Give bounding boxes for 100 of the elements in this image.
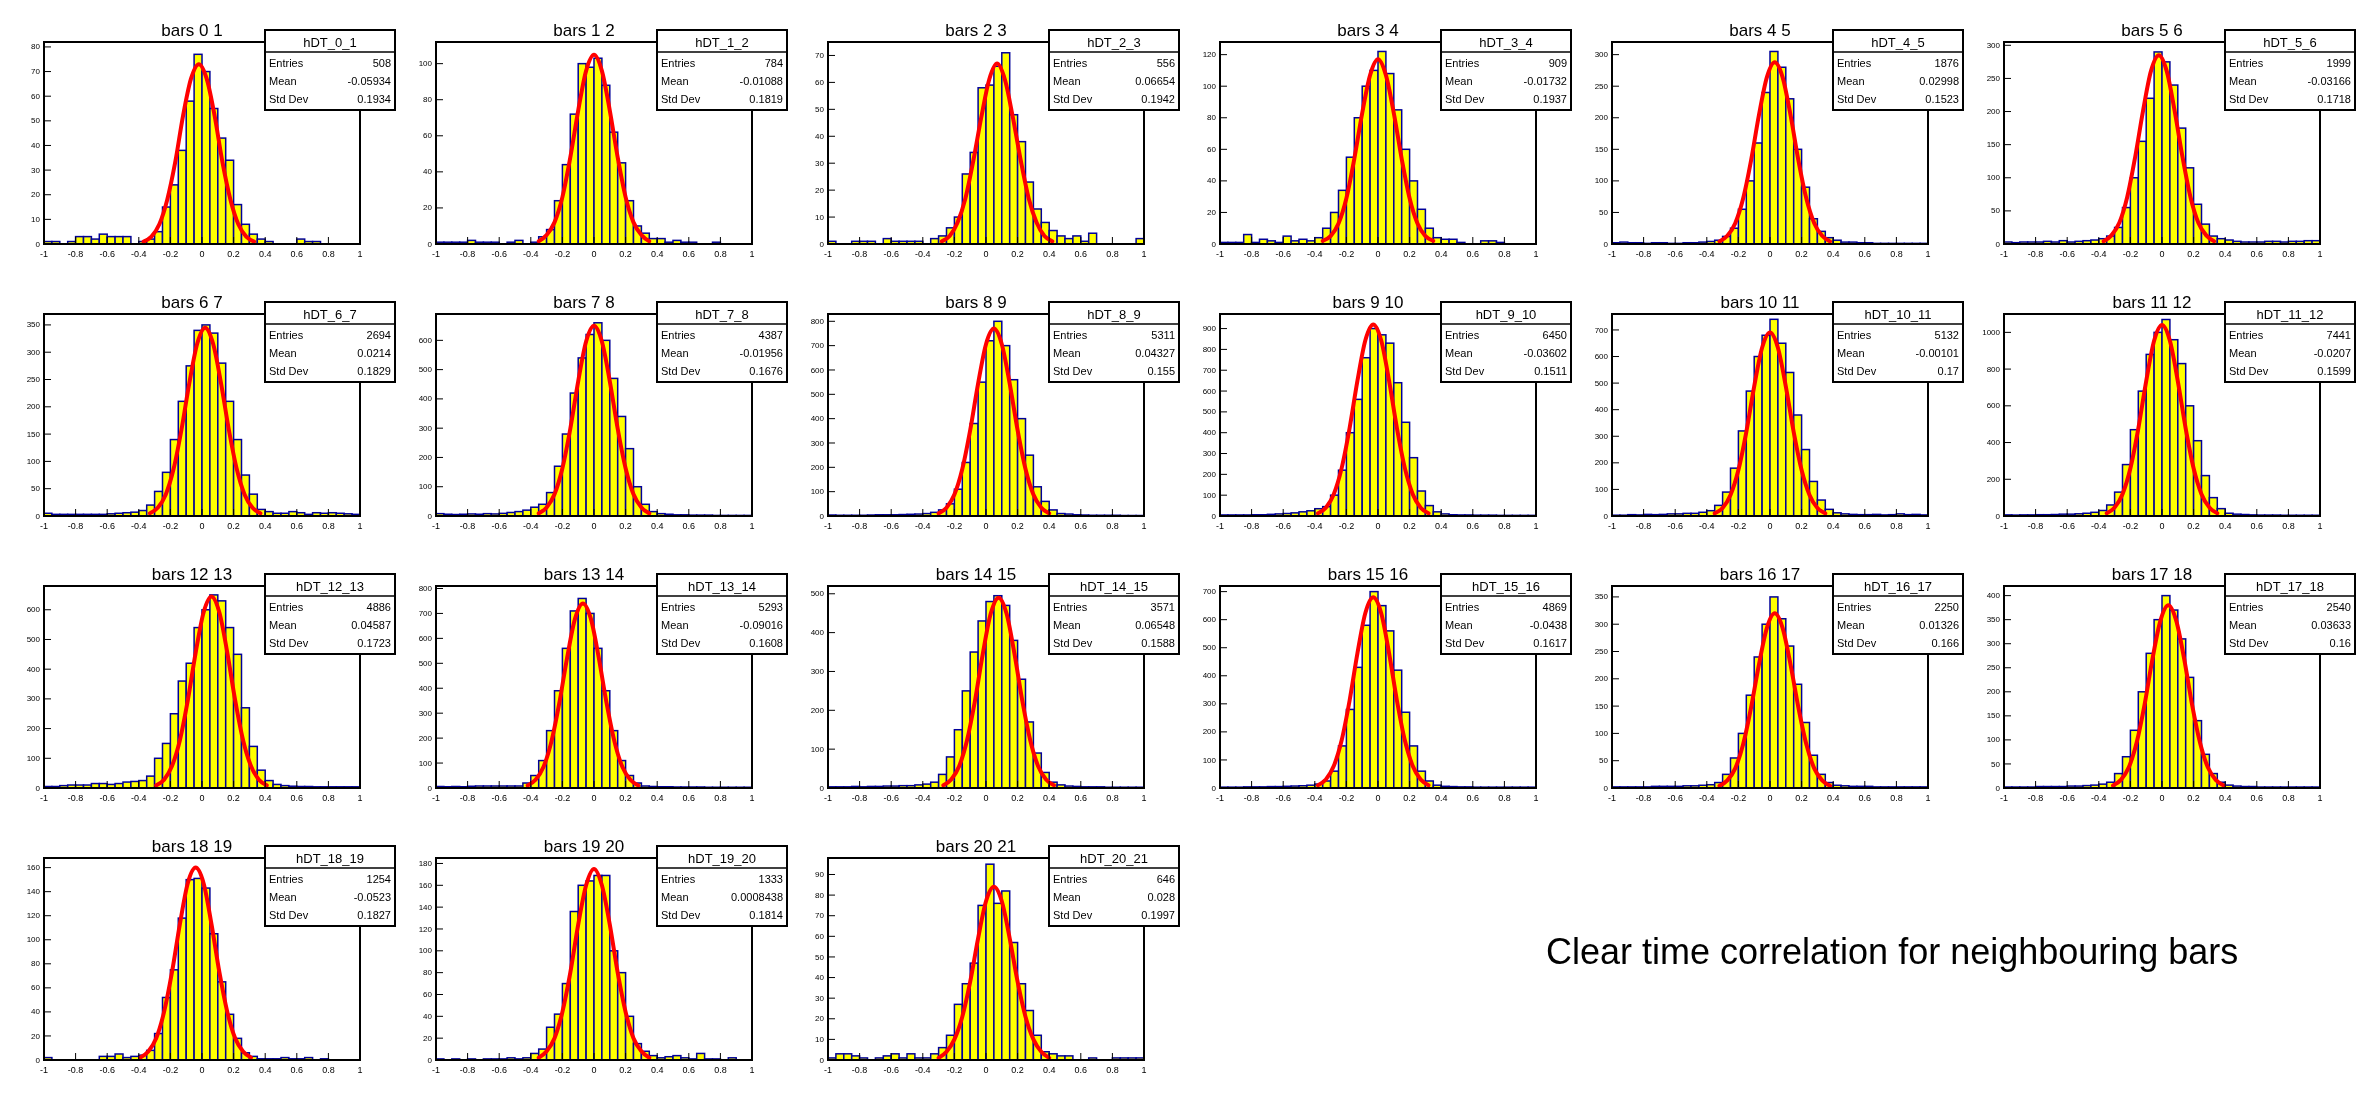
x-tick-label: 0	[199, 1065, 205, 1075]
chart-subtitle: hDT_10_11	[1864, 307, 1932, 322]
annotation: -0.09016	[739, 619, 783, 631]
y-tick-label: 200	[1202, 469, 1217, 479]
y-tick-label: 90	[815, 870, 825, 880]
annotation: Entries	[269, 601, 304, 613]
x-tick-label: 0	[983, 249, 989, 259]
x-tick-label: 0.2	[2187, 521, 2200, 531]
chart-title: bars 17 18	[2111, 565, 2193, 584]
chart-title: bars 4 5	[1729, 21, 1791, 40]
chart-subtitle: hDT_12_13	[296, 579, 364, 594]
y-tick-label: 100	[1202, 755, 1217, 765]
x-tick-label: 0.2	[1403, 793, 1416, 803]
x-tick-label: -0.6	[2059, 521, 2075, 531]
x-tick-label: -0.6	[99, 1065, 115, 1075]
x-tick-label: 0.8	[1890, 521, 1903, 531]
x-tick-label: -0.4	[915, 521, 931, 531]
x-tick-label: -0.4	[2091, 249, 2107, 259]
x-tick-label: -0.4	[1307, 249, 1323, 259]
annotation: Std Dev	[2229, 365, 2269, 377]
chart-title: bars 20 21	[935, 837, 1017, 856]
x-tick-label: -0.8	[851, 249, 868, 259]
y-tick-label: 0	[427, 511, 433, 521]
y-tick-label: 50	[31, 484, 41, 494]
chart-subtitle: hDT_17_18	[2256, 579, 2324, 594]
x-tick-label: 0.8	[2282, 249, 2295, 259]
y-tick-label: 200	[810, 705, 825, 715]
y-tick-label: 300	[418, 423, 433, 433]
annotation: 0.1814	[749, 909, 783, 921]
x-tick-label: 0.4	[650, 793, 664, 803]
x-tick-label: 0	[1375, 249, 1381, 259]
text: 1333	[758, 873, 783, 885]
x-tick-label: -0.4	[1699, 521, 1715, 531]
y-tick-label: 100	[1594, 728, 1609, 738]
x-tick-label: -0.6	[99, 521, 115, 531]
y-tick-label: 20	[31, 1031, 41, 1041]
x-tick-label: -0.6	[99, 249, 115, 259]
annotation: Std Dev	[1837, 365, 1877, 377]
x-tick-label: 0.4	[1826, 521, 1840, 531]
x-tick-label: 1	[749, 1065, 755, 1075]
x-tick-label: -0.2	[946, 793, 963, 803]
y-tick-label: 0	[819, 783, 825, 793]
y-tick-label: 0	[427, 1055, 433, 1065]
y-tick-label: 700	[1594, 325, 1609, 335]
x-tick-label: 0.4	[1826, 793, 1840, 803]
chart-title: bars 0 1	[161, 21, 223, 40]
x-tick-label: 1	[749, 521, 755, 531]
y-tick-label: 800	[1202, 344, 1217, 354]
x-tick-label: 0	[591, 249, 597, 259]
x-tick-label: -0.6	[883, 793, 899, 803]
annotation: Mean	[1053, 619, 1081, 631]
text: 4886	[366, 601, 391, 613]
annotation: Entries	[1053, 329, 1088, 341]
text: 0.028	[1147, 891, 1175, 903]
y-tick-label: 800	[1986, 364, 2001, 374]
text: 4387	[758, 329, 783, 341]
y-tick-label: 40	[1207, 176, 1217, 186]
x-tick-label: 1	[1925, 521, 1931, 531]
chart-subtitle: hDT_18_19	[296, 851, 364, 866]
x-tick-label: 0.8	[714, 521, 727, 531]
annotation: Entries	[269, 57, 304, 69]
y-tick-label: 600	[1594, 352, 1609, 362]
y-tick-label: 50	[815, 952, 825, 962]
annotation: 0.1523	[1925, 93, 1959, 105]
y-tick-label: 200	[1202, 727, 1217, 737]
y-tick-label: 400	[26, 664, 41, 674]
y-tick-label: 400	[1986, 591, 2001, 601]
x-tick-label: -0.6	[883, 249, 899, 259]
y-tick-label: 50	[1991, 206, 2001, 216]
annotation: Std Dev	[2229, 93, 2269, 105]
text: 0.155	[1147, 365, 1175, 377]
y-tick-label: 700	[418, 608, 433, 618]
x-tick-label: 0.2	[1403, 521, 1416, 531]
x-tick-label: -0.8	[2027, 793, 2044, 803]
x-tick-label: 1	[1141, 521, 1147, 531]
x-tick-label: -0.8	[851, 793, 868, 803]
y-tick-label: 20	[31, 190, 41, 200]
text: 1254	[366, 873, 391, 885]
x-tick-label: 1	[357, 249, 363, 259]
y-tick-label: 0	[819, 239, 825, 249]
annotation: Entries	[1053, 57, 1088, 69]
x-tick-label: -0.8	[1243, 793, 1260, 803]
x-tick-label: 0.8	[1498, 249, 1511, 259]
y-tick-label: 200	[1986, 107, 2001, 117]
y-tick-label: 250	[1594, 647, 1609, 657]
y-tick-label: 200	[810, 462, 825, 472]
annotation: Std Dev	[1053, 365, 1093, 377]
y-tick-label: 600	[26, 605, 41, 615]
x-tick-label: -1	[431, 249, 441, 259]
x-tick-label: -0.4	[523, 521, 539, 531]
y-tick-label: 40	[423, 1011, 433, 1021]
y-tick-label: 0	[35, 783, 41, 793]
annotation: Std Dev	[269, 909, 309, 921]
y-tick-label: 100	[1986, 735, 2001, 745]
x-tick-label: -0.2	[1338, 249, 1355, 259]
x-tick-label: 0.8	[2282, 793, 2295, 803]
y-tick-label: 400	[1986, 438, 2001, 448]
y-tick-label: 60	[423, 131, 433, 141]
x-tick-label: -0.6	[1667, 249, 1683, 259]
text: 784	[764, 57, 783, 69]
